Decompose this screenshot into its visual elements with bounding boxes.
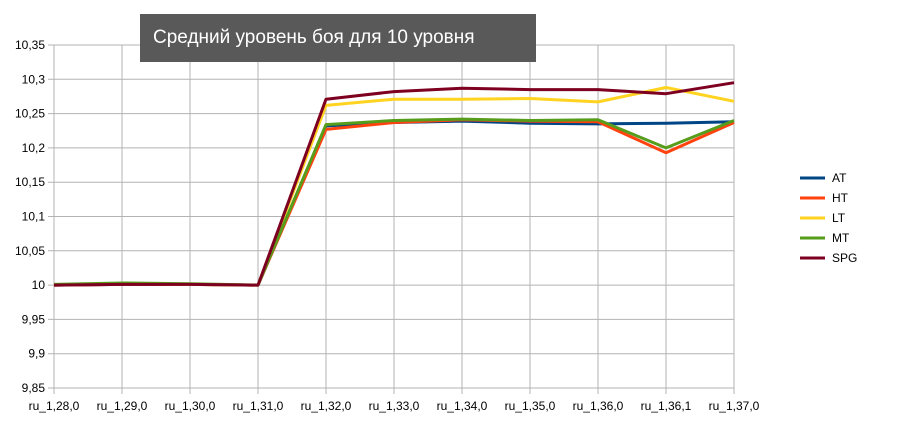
legend: AT HT LT MT SPG [800,171,857,265]
x-tick-label: ru_1,28,0 [29,399,80,413]
x-tick-label: ru_1,32,0 [301,399,352,413]
y-axis: 9,85 9,9 9,95 10 10,05 10,1 10,15 10,2 10,25 10,3… [15,38,45,395]
x-tick-label: ru_1,29,0 [97,399,148,413]
x-tick-label: ru_1,34,0 [437,399,488,413]
chart-title: Средний уровень боя для 10 уровня [140,14,536,62]
y-tick-label: 10,3 [22,72,46,86]
y-tick-label: 10,35 [15,38,45,52]
x-tick-label: ru_1,33,0 [369,399,420,413]
x-axis: ru_1,28,0 ru_1,29,0 ru_1,30,0 ru_1,31,0 ru_1… [29,399,760,413]
x-tick-label: ru_1,37,0 [709,399,760,413]
x-tick-label: ru_1,36,0 [573,399,624,413]
y-tick-label: 9,9 [28,347,45,361]
grid [48,44,735,394]
legend-label-lt: LT [832,211,846,225]
series-line-spg [53,81,735,287]
y-tick-label: 10,2 [22,141,46,155]
legend-label-mt: MT [832,231,850,245]
legend-label-ht: HT [832,191,849,205]
x-tick-label: ru_1,30,0 [165,399,216,413]
y-tick-label: 10,25 [15,107,45,121]
y-tick-label: 10,05 [15,244,45,258]
y-tick-label: 10,1 [22,210,46,224]
x-tick-label: ru_1,36,1 [641,399,692,413]
series-lines [53,81,735,287]
legend-label-spg: SPG [832,251,857,265]
y-tick-label: 10 [32,278,46,292]
legend-label-at: AT [832,171,847,185]
x-tick-label: ru_1,35,0 [505,399,556,413]
y-tick-label: 9,95 [22,312,46,326]
y-tick-label: 10,15 [15,175,45,189]
y-tick-label: 9,85 [22,381,46,395]
x-tick-label: ru_1,31,0 [233,399,284,413]
